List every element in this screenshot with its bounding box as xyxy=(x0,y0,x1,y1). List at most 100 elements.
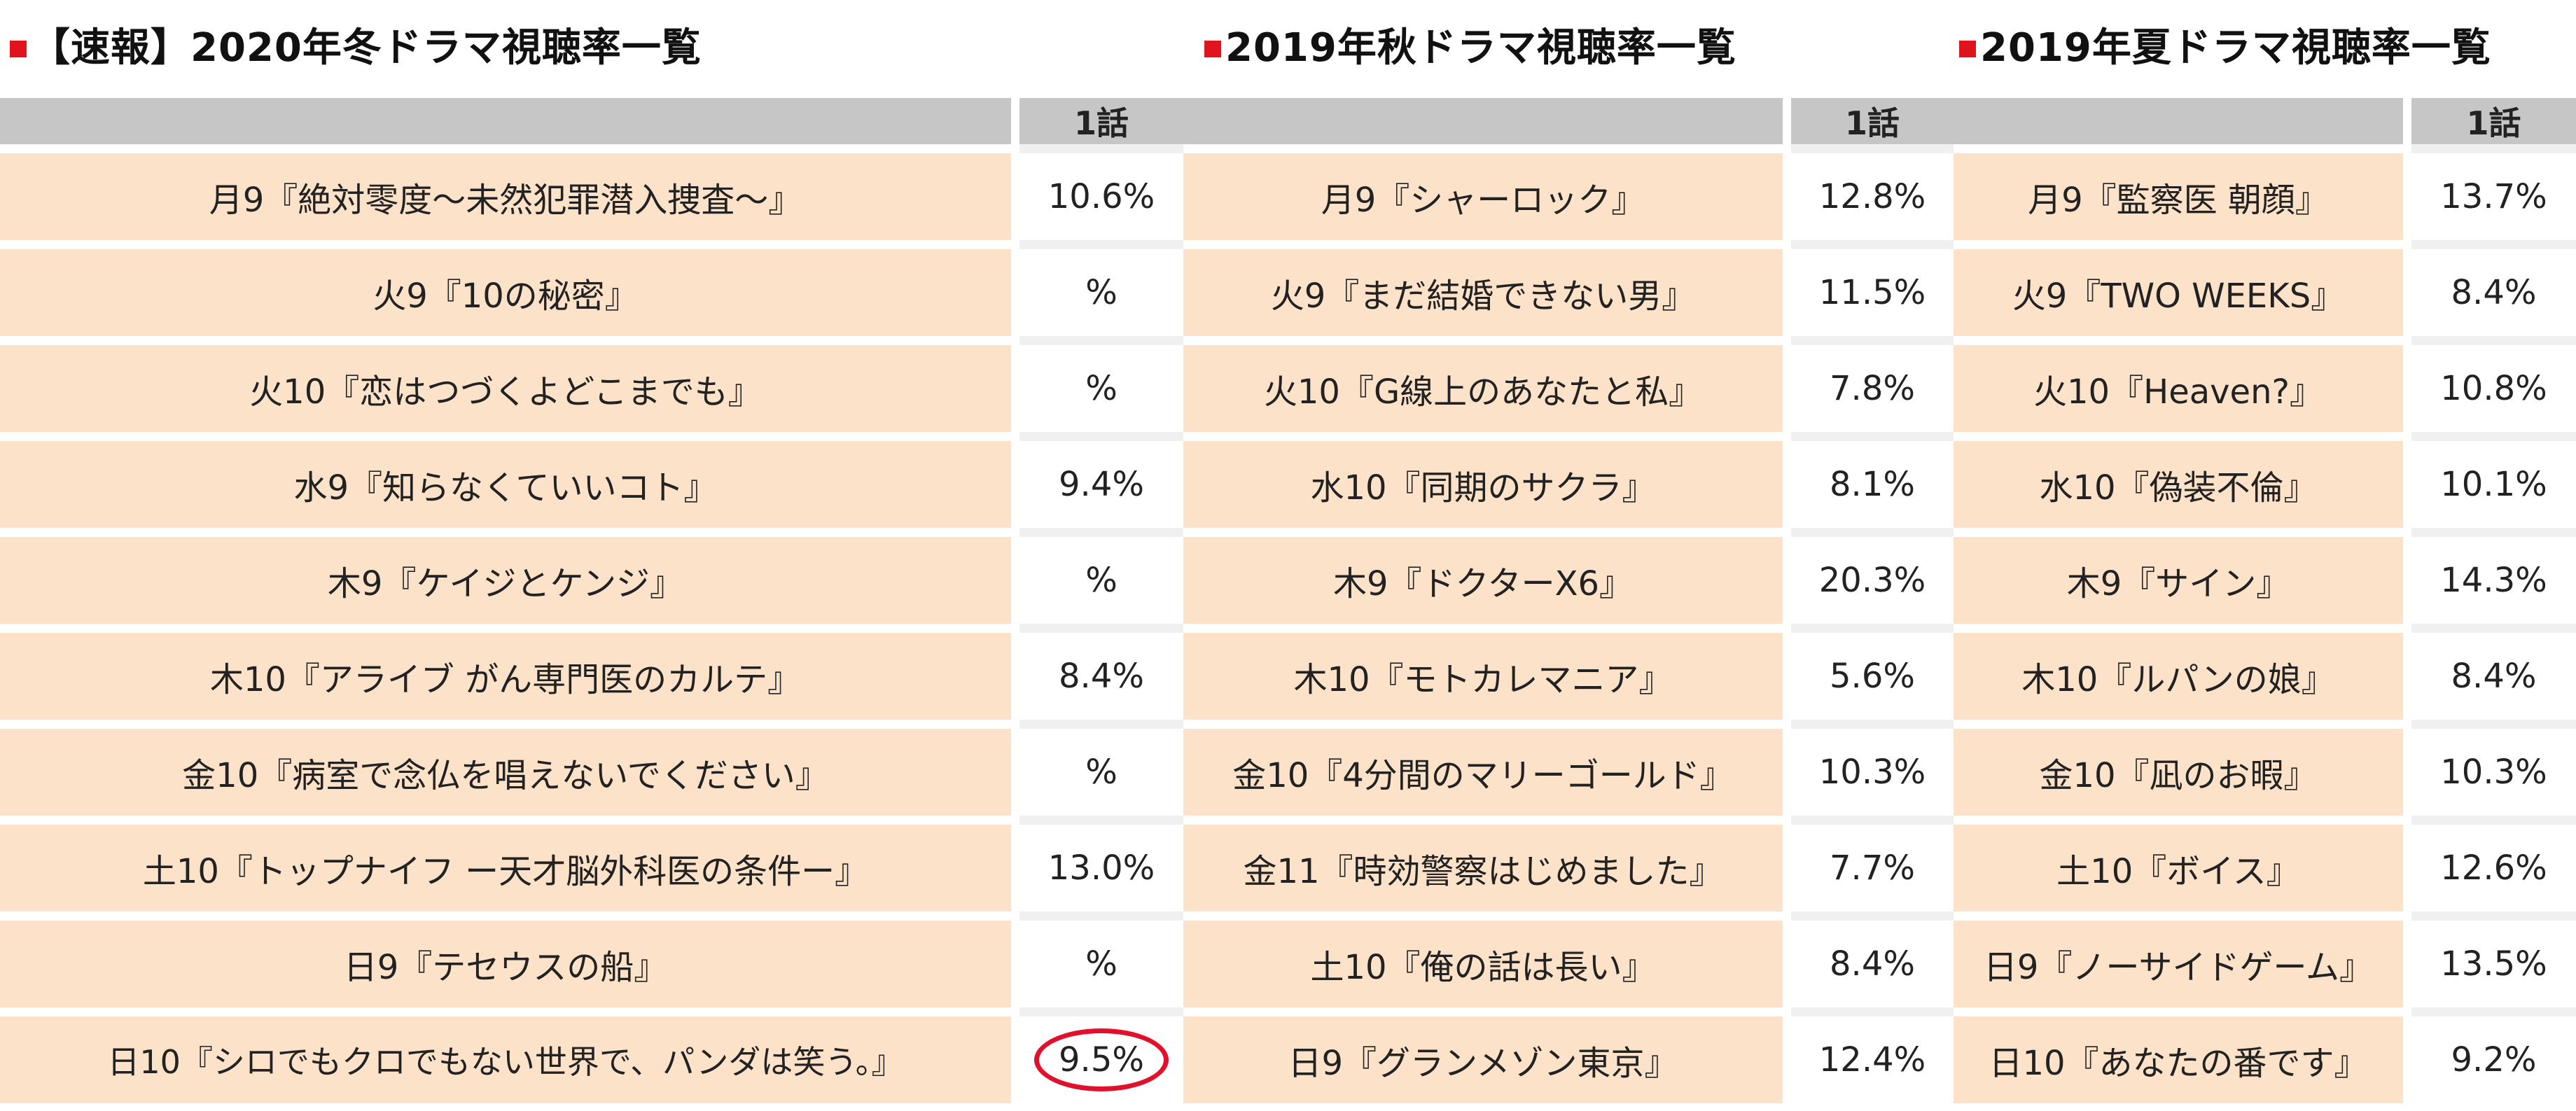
rating-cell: 10.3% xyxy=(2411,720,2576,816)
table-row: 木10『モトカレマニア』 5.6% xyxy=(1183,624,1954,720)
rating-cell: 10.1% xyxy=(2411,432,2576,528)
rating-cell: 10.3% xyxy=(1791,720,1954,816)
show-title-cell: 火10『G線上のあなたと私』 xyxy=(1183,336,1791,432)
rating-cell: 7.7% xyxy=(1791,816,1954,911)
rating-cell: % xyxy=(1019,720,1183,816)
panel-title-text: 【速報】2020年冬ドラマ視聴率一覧 xyxy=(31,25,702,71)
rating-cell: 10.6% xyxy=(1019,144,1183,240)
rating-cell: 8.4% xyxy=(1791,911,1954,1007)
rating-cell: 13.5% xyxy=(2411,911,2576,1007)
table-row: 火9『TWO WEEKS』 8.4% xyxy=(1954,240,2576,336)
table-row: 月9『シャーロック』 12.8% xyxy=(1183,144,1954,240)
table-row: 火10『G線上のあなたと私』 7.8% xyxy=(1183,336,1954,432)
episode-column-header: 1話 xyxy=(1791,98,1954,144)
show-title-cell: 日10『あなたの番です』 xyxy=(1954,1007,2411,1103)
show-title-cell: 火9『TWO WEEKS』 xyxy=(1954,240,2411,336)
table-row: 木9『ドクターX6』 20.3% xyxy=(1183,528,1954,624)
rating-cell-highlighted: 9.5% xyxy=(1019,1007,1183,1103)
panel-title-text: 2019年秋ドラマ視聴率一覧 xyxy=(1225,25,1736,71)
table-row: 水9『知らなくていいコト』 9.4% xyxy=(0,432,1183,528)
ratings-table: 1話 月9『絶対零度〜未然犯罪潜入捜査〜』 10.6% 火9『10の秘密』% 火1… xyxy=(0,98,1183,1103)
table-row: 火10『恋はつづくよどこまでも』% xyxy=(0,336,1183,432)
show-title-cell: 金10『病室で念仏を唱えないでください』 xyxy=(0,720,1019,816)
table-row: 土10『トップナイフ ー天才脳外科医の条件ー』 13.0% xyxy=(0,816,1183,911)
rating-cell: 9.4% xyxy=(1019,432,1183,528)
rating-cell: 8.4% xyxy=(2411,240,2576,336)
table-row: 火9『まだ結婚できない男』 11.5% xyxy=(1183,240,1954,336)
rating-cell: 5.6% xyxy=(1791,624,1954,720)
show-column-header xyxy=(1183,98,1791,144)
rating-cell: 12.4% xyxy=(1791,1007,1954,1103)
table-header-row: 1話 xyxy=(0,98,1183,144)
show-title-cell: 金11『時効警察はじめました』 xyxy=(1183,816,1791,911)
table-header-row: 1話 xyxy=(1183,98,1954,144)
show-title-cell: 土10『ボイス』 xyxy=(1954,816,2411,911)
show-title-cell: 火9『まだ結婚できない男』 xyxy=(1183,240,1791,336)
panel-title: 2019年夏ドラマ視聴率一覧 xyxy=(1959,13,2491,76)
episode-column-header: 1話 xyxy=(1019,98,1183,144)
table-row: 日10『あなたの番です』 9.2% xyxy=(1954,1007,2576,1103)
table-row: 金10『4分間のマリーゴールド』 10.3% xyxy=(1183,720,1954,816)
table-row: 水10『同期のサクラ』 8.1% xyxy=(1183,432,1954,528)
show-title-cell: 水9『知らなくていいコト』 xyxy=(0,432,1019,528)
rating-cell: 12.8% xyxy=(1791,144,1954,240)
red-circle-highlight: 9.5% xyxy=(1034,1028,1169,1091)
table-row: 月9『絶対零度〜未然犯罪潜入捜査〜』 10.6% xyxy=(0,144,1183,240)
table-row: 月9『監察医 朝顔』 13.7% xyxy=(1954,144,2576,240)
rating-cell: 12.6% xyxy=(2411,816,2576,911)
table-row: 水10『偽装不倫』 10.1% xyxy=(1954,432,2576,528)
table-row: 火10『Heaven?』 10.8% xyxy=(1954,336,2576,432)
show-column-header xyxy=(1954,98,2411,144)
rating-cell: 7.8% xyxy=(1791,336,1954,432)
show-title-cell: 火10『Heaven?』 xyxy=(1954,336,2411,432)
red-square-icon xyxy=(1204,41,1221,57)
rating-cell: 8.4% xyxy=(2411,624,2576,720)
rating-cell: % xyxy=(1019,240,1183,336)
show-title-cell: 木9『サイン』 xyxy=(1954,528,2411,624)
show-title-cell: 木10『アライブ がん専門医のカルテ』 xyxy=(0,624,1019,720)
show-title-cell: 月9『シャーロック』 xyxy=(1183,144,1791,240)
panel-title: 2019年秋ドラマ視聴率一覧 xyxy=(1204,13,1736,76)
ratings-table: 1話 月9『監察医 朝顔』 13.7% 火9『TWO WEEKS』 8.4% 火10… xyxy=(1954,98,2576,1103)
show-title-cell: 日9『グランメゾン東京』 xyxy=(1183,1007,1791,1103)
show-title-cell: 水10『偽装不倫』 xyxy=(1954,432,2411,528)
show-title-cell: 木9『ドクターX6』 xyxy=(1183,528,1791,624)
table-row: 日9『ノーサイドゲーム』 13.5% xyxy=(1954,911,2576,1007)
rating-cell: 11.5% xyxy=(1791,240,1954,336)
rating-cell: % xyxy=(1019,911,1183,1007)
show-title-cell: 土10『トップナイフ ー天才脳外科医の条件ー』 xyxy=(0,816,1019,911)
rating-cell: 20.3% xyxy=(1791,528,1954,624)
rating-cell: 14.3% xyxy=(2411,528,2576,624)
show-column-header xyxy=(0,98,1019,144)
rating-cell: 13.0% xyxy=(1019,816,1183,911)
show-title-cell: 木10『ルパンの娘』 xyxy=(1954,624,2411,720)
table-row: 火9『10の秘密』% xyxy=(0,240,1183,336)
table-row: 金10『凪のお暇』 10.3% xyxy=(1954,720,2576,816)
rating-cell: 9.2% xyxy=(2411,1007,2576,1103)
table-header-row: 1話 xyxy=(1954,98,2576,144)
show-title-cell: 金10『凪のお暇』 xyxy=(1954,720,2411,816)
table-row: 土10『ボイス』 12.6% xyxy=(1954,816,2576,911)
table-row: 日9『グランメゾン東京』 12.4% xyxy=(1183,1007,1954,1103)
table-row: 金11『時効警察はじめました』 7.7% xyxy=(1183,816,1954,911)
ratings-table: 1話 月9『シャーロック』 12.8% 火9『まだ結婚できない男』 11.5% 火1… xyxy=(1183,98,1954,1103)
panel-title: 【速報】2020年冬ドラマ視聴率一覧 xyxy=(10,13,702,76)
show-title-cell: 日9『ノーサイドゲーム』 xyxy=(1954,911,2411,1007)
show-title-cell: 日9『テセウスの船』 xyxy=(0,911,1019,1007)
show-title-cell: 日10『シロでもクロでもない世界で、パンダは笑う。』 xyxy=(0,1007,1019,1103)
rating-cell: % xyxy=(1019,528,1183,624)
show-title-cell: 木9『ケイジとケンジ』 xyxy=(0,528,1019,624)
red-square-icon xyxy=(10,41,27,57)
table-row: 木9『ケイジとケンジ』% xyxy=(0,528,1183,624)
show-title-cell: 水10『同期のサクラ』 xyxy=(1183,432,1791,528)
rating-cell: 8.1% xyxy=(1791,432,1954,528)
episode-column-header: 1話 xyxy=(2411,98,2576,144)
red-square-icon xyxy=(1959,41,1976,57)
table-row: 木9『サイン』 14.3% xyxy=(1954,528,2576,624)
table-row: 木10『ルパンの娘』 8.4% xyxy=(1954,624,2576,720)
rating-cell: 8.4% xyxy=(1019,624,1183,720)
rating-cell: 13.7% xyxy=(2411,144,2576,240)
show-title-cell: 月9『監察医 朝顔』 xyxy=(1954,144,2411,240)
table-row: 金10『病室で念仏を唱えないでください』% xyxy=(0,720,1183,816)
show-title-cell: 木10『モトカレマニア』 xyxy=(1183,624,1791,720)
